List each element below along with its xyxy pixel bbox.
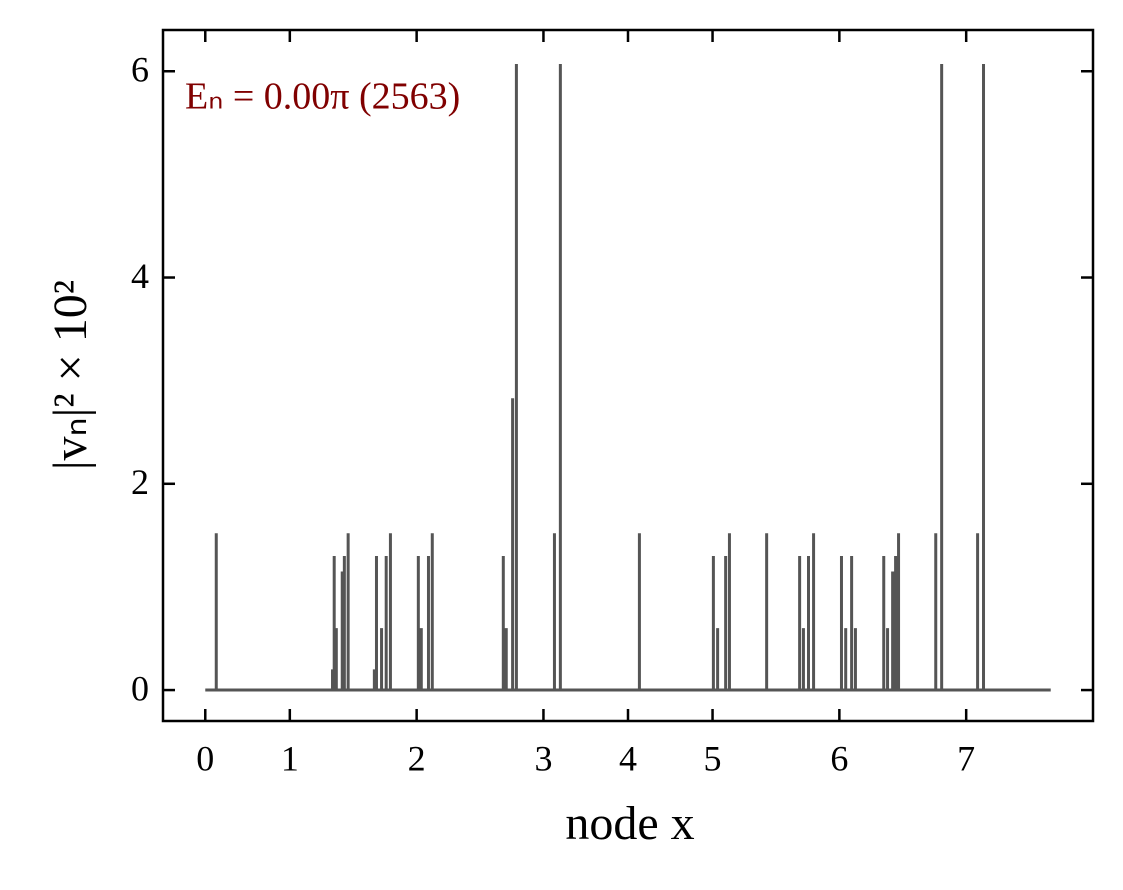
data-line bbox=[205, 64, 1051, 692]
y-axis-label: |vₙ|² × 10² bbox=[44, 280, 97, 470]
y-tick-label: 2 bbox=[131, 462, 149, 502]
x-axis-label: node x bbox=[565, 797, 694, 850]
x-tick-label: 1 bbox=[281, 738, 299, 778]
y-tick-label: 0 bbox=[131, 668, 149, 708]
x-tick-label: 2 bbox=[408, 738, 426, 778]
annotation: Eₙ = 0.00π (2563) bbox=[185, 76, 460, 118]
x-tick-label: 4 bbox=[619, 738, 637, 778]
x-tick-label: 7 bbox=[957, 738, 975, 778]
x-tick-label: 3 bbox=[534, 738, 552, 778]
x-tick-label: 6 bbox=[830, 738, 848, 778]
plot-frame bbox=[161, 28, 1095, 723]
y-tick-label: 4 bbox=[131, 256, 149, 296]
y-tick-label: 6 bbox=[131, 50, 149, 90]
x-tick-label: 0 bbox=[196, 738, 214, 778]
x-tick-label: 5 bbox=[704, 738, 722, 778]
